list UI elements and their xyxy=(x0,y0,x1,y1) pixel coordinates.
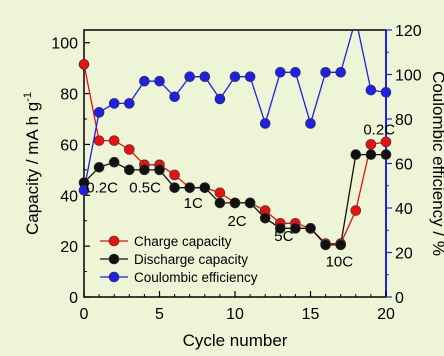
rate-annotations: 0.2C 0.5C 1C 2C 5C 10C 0.2C xyxy=(86,121,395,270)
y2-tick-label: 100 xyxy=(395,68,422,85)
discharge-point xyxy=(350,149,362,160)
legend-label: Coulombic efficiency xyxy=(134,270,258,285)
legend-marker xyxy=(108,253,120,265)
y-tick-label: 0 xyxy=(69,290,78,307)
x-tick-label: 15 xyxy=(302,306,320,323)
x-tick-label: 10 xyxy=(226,306,244,323)
coulombic-point xyxy=(229,71,241,83)
coulombic-point xyxy=(139,75,150,87)
x-axis-ticks: 0 5 10 15 20 xyxy=(80,291,395,323)
discharge-point xyxy=(229,197,241,209)
y-tick-label: 80 xyxy=(60,87,78,104)
y-axis-ticks: 0 20 40 60 80 100 xyxy=(51,36,90,307)
legend-label: Discharge capacity xyxy=(134,252,248,267)
y-tick-label: 60 xyxy=(60,137,78,154)
coulombic-point xyxy=(259,118,271,129)
discharge-point xyxy=(108,156,120,168)
y-tick-label: 20 xyxy=(60,239,78,256)
charge-point xyxy=(93,135,105,146)
discharge-point xyxy=(335,239,347,251)
coulombic-point xyxy=(320,66,331,78)
legend-marker xyxy=(108,271,120,283)
coulombic-point xyxy=(124,98,135,109)
coulombic-point xyxy=(108,98,120,109)
discharge-point xyxy=(380,149,392,160)
coulombic-point xyxy=(365,84,377,96)
coulombic-point xyxy=(169,91,180,103)
y2-tick-label: 120 xyxy=(395,23,422,40)
coulombic-point xyxy=(244,71,256,83)
coulombic-point xyxy=(290,66,301,78)
discharge-point xyxy=(259,212,271,224)
charge-point xyxy=(365,139,377,150)
rate-label: 2C xyxy=(227,213,246,230)
discharge-point xyxy=(184,182,195,193)
y2-axis-label: Coulombic efficiency / % xyxy=(429,71,444,256)
y-tick-label: 100 xyxy=(51,36,78,53)
charge-point xyxy=(214,187,226,199)
coulombic-point xyxy=(199,71,211,83)
charge-point xyxy=(124,144,135,155)
x-tick-label: 0 xyxy=(80,306,89,323)
charge-point xyxy=(350,205,362,216)
rate-label: 10C xyxy=(326,253,354,270)
rate-label: 1C xyxy=(184,195,203,212)
discharge-point xyxy=(244,197,256,209)
y2-tick-label: 80 xyxy=(395,112,413,129)
discharge-point xyxy=(154,164,165,176)
discharge-point xyxy=(214,197,226,209)
charge-point xyxy=(108,135,120,146)
y-tick-label: 40 xyxy=(60,188,78,205)
x-axis-label: Cycle number xyxy=(183,331,288,350)
x-tick-label: 5 xyxy=(155,306,164,323)
legend-label: Charge capacity xyxy=(134,234,232,249)
coulombic-point xyxy=(214,93,226,105)
discharge-point xyxy=(124,164,135,176)
legend: Charge capacity Discharge capacity Coulomb… xyxy=(100,234,258,285)
y-axis-label: Capacity / mA h g-1 xyxy=(22,92,42,235)
series-points xyxy=(78,59,392,251)
discharge-point xyxy=(320,239,331,251)
discharge-point xyxy=(305,223,316,234)
discharge-point xyxy=(365,149,377,160)
y-axis-label-main: Capacity / mA h g xyxy=(23,102,42,235)
charge-point xyxy=(169,169,180,181)
y-axis-label-superscript: -1 xyxy=(22,92,34,102)
coulombic-point xyxy=(274,66,286,78)
charge-point xyxy=(78,59,90,70)
rate-label: 0.2C xyxy=(86,180,118,197)
coulombic-point xyxy=(335,66,347,78)
y2-axis-ticks: 0 20 40 60 80 100 120 xyxy=(386,23,422,307)
rate-label: 5C xyxy=(274,228,293,245)
rate-label: 0.5C xyxy=(129,180,161,197)
discharge-point xyxy=(93,162,105,173)
y2-tick-label: 20 xyxy=(395,246,413,263)
coulombic-point xyxy=(305,118,316,129)
discharge-point xyxy=(169,182,180,193)
coulombic-point xyxy=(78,184,90,196)
coulombic-point xyxy=(93,107,105,118)
y2-tick-label: 0 xyxy=(395,290,404,307)
discharge-point xyxy=(139,164,150,176)
coulombic-point xyxy=(184,71,195,83)
charge-point xyxy=(380,136,392,148)
discharge-point xyxy=(199,182,211,193)
coulombic-point xyxy=(380,87,392,98)
discharge-point xyxy=(274,223,286,234)
rate-label: 0.2C xyxy=(363,121,395,138)
discharge-point xyxy=(290,223,301,234)
legend-marker xyxy=(108,235,120,247)
y2-tick-label: 40 xyxy=(395,201,413,218)
y2-tick-label: 60 xyxy=(395,157,413,174)
coulombic-point xyxy=(154,75,165,87)
x-tick-label: 20 xyxy=(377,306,395,323)
